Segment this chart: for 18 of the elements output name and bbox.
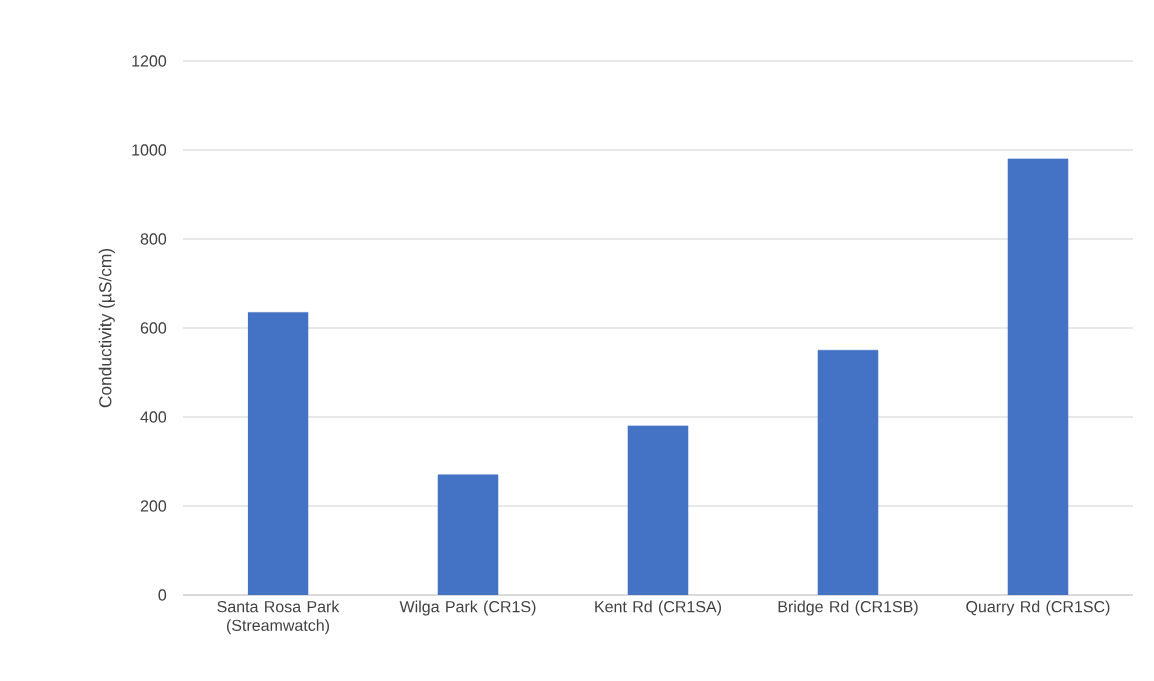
bar [247, 312, 309, 595]
x-tick-label: Kent Rd (CR1SA) [595, 600, 721, 616]
y-tick-label: 800 [140, 233, 167, 245]
y-tick-label: 200 [140, 500, 167, 512]
x-tick-label: Wilga Park (CR1S) [399, 600, 536, 616]
x-tick-label: Santa Rosa Park (Streamwatch) [217, 600, 340, 635]
bar [437, 474, 499, 595]
y-tick-label: 1200 [132, 55, 167, 67]
bar [817, 349, 879, 595]
bar [627, 425, 689, 595]
y-axis-title: Conductivity (µS/cm) [98, 248, 115, 408]
x-tick-label: Quarry Rd (CR1SC) [966, 600, 1110, 616]
y-tick-label: 600 [140, 322, 167, 334]
x-tick-label: Bridge Rd (CR1SB) [778, 600, 918, 616]
y-tick-label: 400 [140, 411, 167, 423]
y-tick-label: 0 [158, 589, 167, 601]
bar [1007, 158, 1069, 595]
y-tick-label: 1000 [132, 144, 167, 156]
